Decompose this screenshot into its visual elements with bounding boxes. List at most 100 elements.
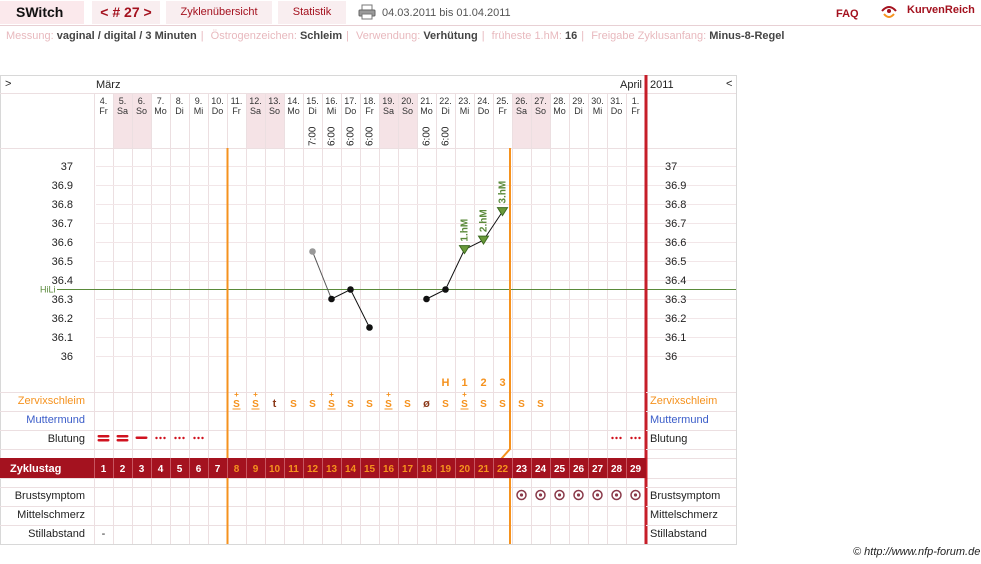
tab-statistik[interactable]: Statistik: [278, 1, 346, 24]
top-navigation-bar: SWitch < # 27 > Zyklenübersicht Statisti…: [0, 0, 981, 26]
y-tick-label-right: 37: [665, 161, 677, 173]
weekday: Fr: [99, 106, 108, 116]
higher-measurement-marker: [496, 207, 509, 217]
day-number: 26.: [515, 96, 528, 106]
weekday: Do: [345, 106, 357, 116]
weekend-shade: [265, 93, 284, 148]
higher-measurement-label: 2.hM: [479, 209, 490, 232]
weekday: Do: [611, 106, 623, 116]
cycle-navigator[interactable]: < # 27 >: [92, 1, 160, 24]
info-key: Östrogenzeichen:: [210, 30, 297, 42]
weekday: Do: [478, 106, 490, 116]
info-value: Schleim: [299, 30, 343, 42]
cycle-day-number: 28: [611, 464, 623, 475]
weekday: Mo: [154, 106, 167, 116]
day-number: 7.: [157, 96, 165, 106]
higher-measurement-label: 3.hM: [498, 181, 509, 204]
bleeding-spotting: [634, 436, 637, 440]
printer-icon[interactable]: [358, 4, 376, 20]
cycle-day-number: 22: [497, 464, 509, 475]
app-name: SWitch: [0, 1, 84, 24]
row-label-right-muttermund: Muttermund: [650, 414, 709, 426]
breast-symptom-dot: [557, 493, 562, 497]
cycle-settings-line: Messung: vaginal / digital / 3 Minuten | …: [6, 30, 784, 42]
y-tick-label-right: 36.4: [665, 275, 686, 287]
mucus-plus: +: [253, 390, 258, 399]
mucus-value: S: [461, 399, 468, 410]
tab-zyklenuebersicht[interactable]: Zyklenübersicht: [166, 1, 272, 24]
date-range: 04.03.2011 bis 01.04.2011: [382, 7, 511, 19]
breastfeeding-interval: -: [102, 528, 106, 540]
breast-symptom-dot: [595, 493, 600, 497]
mucus-value: S: [480, 399, 487, 410]
weekday: Mi: [327, 106, 337, 116]
y-tick-label-right: 36.5: [665, 256, 686, 268]
row-label-mittelschmerz: Mittelschmerz: [17, 509, 85, 521]
nav-prev-arrow: >: [5, 78, 11, 90]
weekday: Fr: [365, 106, 374, 116]
breast-symptom-dot: [614, 493, 619, 497]
y-tick-label-left: 36.2: [52, 313, 73, 325]
day-number: 20.: [401, 96, 414, 106]
day-number: 28.: [553, 96, 566, 106]
y-tick-label-right: 36.7: [665, 218, 686, 230]
day-number: 29.: [572, 96, 585, 106]
row-label-muttermund: Muttermund: [26, 414, 85, 426]
bleeding-heavy: [97, 435, 110, 438]
bleeding-medium: [135, 436, 148, 439]
day-number: 5.: [119, 96, 127, 106]
y-tick-label-left: 36.9: [52, 180, 73, 192]
cycle-day-number: 16: [383, 464, 395, 475]
weekday: Fr: [498, 106, 507, 116]
y-tick-label-right: 36.6: [665, 237, 686, 249]
evaluation-marker: H: [442, 377, 450, 389]
day-number: 16.: [325, 96, 338, 106]
day-number: 31.: [610, 96, 623, 106]
temperature-point: [309, 248, 316, 255]
temperature-point: [442, 286, 449, 293]
copyright: © http://www.nfp-forum.de: [853, 546, 981, 558]
measurement-time: 6:00: [441, 126, 452, 146]
bleeding-heavy: [116, 435, 129, 438]
weekend-shade: [246, 93, 265, 148]
y-tick-label-left: 36.3: [52, 294, 73, 306]
y-tick-label-left: 36.5: [52, 256, 73, 268]
temperature-point: [347, 286, 354, 293]
hili-label: HiLi: [40, 285, 56, 295]
weekday: Di: [175, 106, 184, 116]
cycle-day-number: 11: [288, 464, 299, 475]
bleeding-spotting: [201, 436, 204, 440]
brand-name[interactable]: KurvenReich: [907, 4, 975, 16]
weekday: Sa: [117, 106, 128, 116]
cycle-day-number: 2: [120, 464, 126, 475]
bleeding-spotting: [615, 436, 618, 440]
cycle-day-label: Zyklustag: [10, 463, 61, 475]
mucus-plus: +: [386, 390, 391, 399]
nav-next-arrow: <: [726, 78, 732, 90]
y-tick-label-left: 36.1: [52, 332, 73, 344]
cycle-day-number: 9: [253, 464, 259, 475]
row-label-right-zervix: Zervixschleim: [650, 395, 717, 407]
row-label-right-blutung: Blutung: [650, 433, 687, 445]
mucus-value: S: [518, 399, 525, 410]
bleeding-heavy: [97, 439, 110, 442]
bleeding-spotting: [174, 436, 177, 440]
day-number: 9.: [195, 96, 203, 106]
info-key: Freigabe Zyklusanfang:: [591, 30, 707, 42]
weekday: Sa: [383, 106, 394, 116]
row-label-right-stillabstand: Stillabstand: [650, 528, 707, 540]
weekday: Mo: [287, 106, 300, 116]
bleeding-heavy: [116, 439, 129, 442]
month-label: April: [620, 79, 642, 91]
mucus-value: S: [537, 399, 544, 410]
cycle-day-number: 10: [269, 464, 281, 475]
bleeding-spotting: [178, 436, 181, 440]
mucus-value: S: [499, 399, 506, 410]
weekday: Sa: [516, 106, 527, 116]
bleeding-spotting: [630, 436, 633, 440]
info-value: Minus-8-Regel: [709, 30, 785, 42]
faq-link[interactable]: FAQ: [836, 8, 859, 20]
cycle-day-number: 7: [215, 464, 221, 475]
higher-measurement-marker: [477, 235, 490, 246]
weekend-shade: [113, 93, 132, 148]
